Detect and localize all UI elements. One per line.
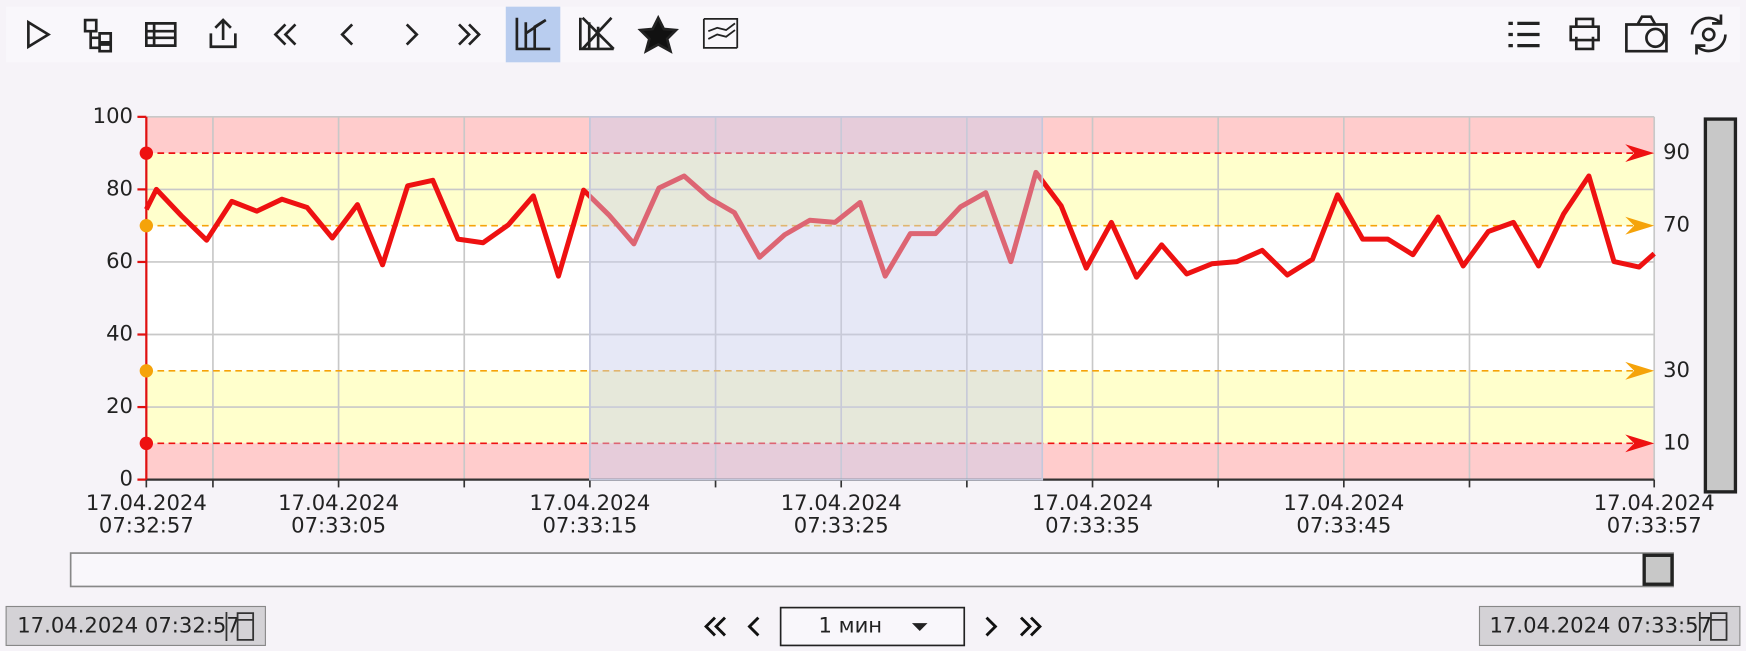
- selection: [589, 116, 1044, 481]
- prev-button[interactable]: [340, 23, 354, 46]
- period-select[interactable]: [779, 606, 966, 647]
- period-prev[interactable]: [747, 616, 760, 637]
- first-button[interactable]: [273, 23, 297, 46]
- x-tick-label: 17.04.2024 07:33:05: [278, 490, 399, 537]
- start-field[interactable]: [5, 605, 266, 646]
- y-tick-label: 0: [120, 466, 133, 491]
- y-tick-label: 60: [106, 248, 133, 273]
- export-button[interactable]: [209, 18, 237, 49]
- vertical-scrollbar[interactable]: [1703, 117, 1738, 494]
- chart-button[interactable]: [515, 17, 551, 51]
- period-next[interactable]: [985, 616, 998, 637]
- print-button[interactable]: [1569, 17, 1600, 51]
- threshold-label: 10: [1663, 429, 1690, 454]
- last-button[interactable]: [458, 23, 481, 46]
- x-tick-label: 17.04.2024 07:33:35: [1032, 490, 1153, 537]
- threshold-dot: [139, 219, 154, 233]
- table-button[interactable]: [144, 22, 177, 47]
- end-date: 17.04.2024 07:33:57: [1490, 613, 1713, 638]
- x-tick-label: 17.04.2024 07:32:57: [86, 490, 207, 537]
- band: [146, 116, 1655, 154]
- period-first[interactable]: [704, 616, 727, 637]
- x-tick-label: 17.04.2024 07:33:57: [1594, 490, 1715, 537]
- refresh-button[interactable]: [1690, 14, 1727, 55]
- period: 1 мин: [818, 613, 882, 638]
- calendar-icon[interactable]: [1698, 612, 1728, 641]
- y-tick-label: 80: [106, 175, 133, 200]
- clear-button[interactable]: [578, 16, 615, 51]
- legend-button[interactable]: [702, 18, 739, 49]
- x-tick-label: 17.04.2024 07:33:45: [1283, 490, 1404, 537]
- threshold-arrow: [1625, 144, 1655, 163]
- threshold-label: 70: [1663, 212, 1690, 237]
- threshold-dot: [139, 436, 154, 451]
- threshold-label: 30: [1663, 357, 1690, 382]
- camera-button[interactable]: [1625, 15, 1668, 53]
- active-button[interactable]: [505, 6, 561, 63]
- period-last[interactable]: [1019, 616, 1042, 637]
- horizontal-scrollbar[interactable]: [69, 552, 1674, 588]
- threshold-dot: [139, 364, 154, 378]
- play-button[interactable]: [27, 19, 51, 50]
- y-tick-label: 100: [93, 103, 133, 128]
- next-button[interactable]: [405, 23, 419, 46]
- threshold-arrow: [1625, 434, 1655, 453]
- end-field[interactable]: [1478, 605, 1741, 646]
- dropdown-arrow: [911, 623, 928, 631]
- band: [146, 443, 1655, 480]
- scroll-thumb[interactable]: [1642, 553, 1674, 586]
- threshold-dot: [139, 146, 154, 160]
- start-date: 17.04.2024 07:32:57: [17, 613, 240, 638]
- x-tick-label: 17.04.2024 07:33:25: [781, 490, 902, 537]
- threshold-label: 90: [1663, 139, 1690, 164]
- toolbar: [6, 6, 1740, 63]
- star-button[interactable]: [637, 14, 679, 54]
- tree-button[interactable]: [83, 18, 113, 53]
- y-tick-label: 40: [106, 321, 133, 346]
- y-tick-label: 20: [106, 393, 133, 418]
- x-tick-label: 17.04.2024 07:33:15: [529, 490, 650, 537]
- threshold-arrow: [1625, 361, 1655, 380]
- series-line: [144, 169, 1656, 280]
- list-button[interactable]: [1508, 21, 1540, 48]
- threshold-arrow: [1625, 216, 1655, 235]
- calendar-icon[interactable]: [225, 612, 255, 641]
- plot: 0 20 40 60 80 100 17.04.2024 07:32:57 17.04.2024…: [86, 103, 1715, 538]
